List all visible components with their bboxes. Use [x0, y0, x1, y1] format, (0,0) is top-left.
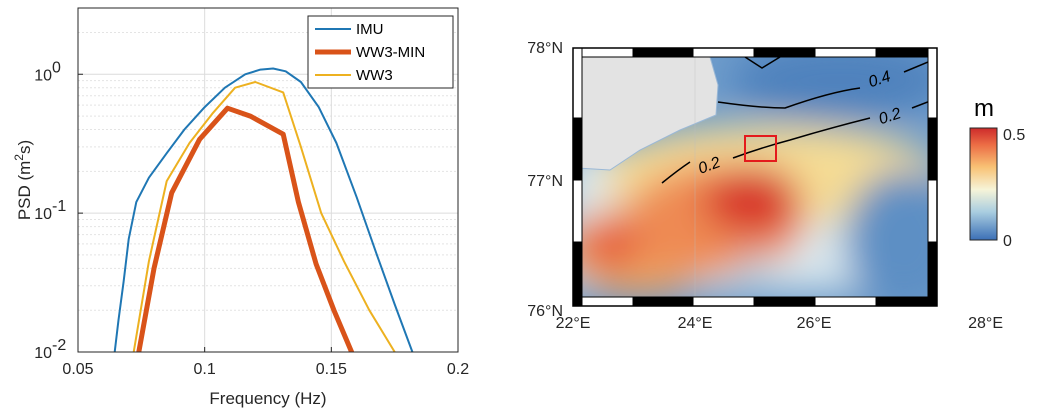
psd-y-axis-label: PSD (m2s) [12, 140, 34, 220]
legend-label-ww3-min: WW3-MIN [356, 44, 425, 61]
psd-series-imu [113, 67, 414, 352]
heat-blob-west-red [580, 223, 640, 267]
map-frame-segment [692, 296, 755, 307]
psd-x-tick-label: 0.15 [316, 361, 347, 378]
map-field [577, 57, 933, 301]
psd-y-axis-label-base: PSD (m [15, 161, 34, 221]
psd-y-tick-label: 10 [34, 67, 52, 84]
psd-x-tick-label: 0.05 [62, 361, 93, 378]
psd-y-axis-label-tail: s) [15, 140, 34, 154]
study-area-box [744, 135, 777, 162]
map-xlabel-26e: 26°E [797, 315, 832, 332]
psd-legend: IMU WW3-MIN WW3 [307, 15, 454, 89]
land-mass [577, 57, 719, 171]
map-frame-segment [927, 241, 938, 307]
map-frame-segment [572, 241, 583, 307]
contour-label-0.2-east: 0.2 [877, 105, 904, 128]
psd-x-tick-label: 0.2 [447, 361, 469, 378]
contour-label-0.2-west: 0.2 [696, 154, 723, 178]
map-frame-segment [572, 179, 583, 243]
psd-x-tick-label: 0.1 [194, 361, 216, 378]
swh-map: 0.4 0.2 0.2 78°N 77°N 76°N 22°E 24°E 26°… [527, 40, 1025, 332]
psd-x-axis-label: Frequency (Hz) [209, 389, 326, 408]
map-frame-segment [572, 117, 583, 181]
map-ylabel-78n: 78°N [527, 40, 563, 57]
map-frame-segment [632, 296, 694, 307]
map-frame-segment [927, 47, 938, 119]
contour-line-0.2-a [732, 117, 871, 159]
contour-label-0.4: 0.4 [866, 68, 893, 91]
contour-line-0.4-top [744, 57, 781, 69]
map-heat-blobs [577, 57, 933, 301]
psd-y-tick-exp: 0 [52, 59, 61, 76]
map-ylabel-76n: 76°N [527, 303, 563, 320]
heat-blob-east-low [845, 170, 933, 301]
heat-blob-north-low [730, 57, 933, 120]
heat-blob-pocket [742, 252, 762, 288]
psd-y-tick-exp: -2 [52, 337, 66, 354]
psd-series-ww3-min [136, 105, 355, 352]
map-frame-segment [927, 117, 938, 181]
psd-y-tick-label: 10 [34, 206, 52, 223]
colorbar: m 0.5 0 [969, 95, 1025, 250]
map-frame-segment [753, 296, 816, 307]
map-xlabel-22e: 22°E [556, 315, 591, 332]
psd-plot-frame [77, 7, 459, 353]
colorbar-min-label: 0 [1003, 233, 1012, 250]
contour-line-0.2-b [661, 161, 691, 184]
map-frame-segment [814, 47, 877, 58]
map-xlabel-24e: 24°E [678, 315, 713, 332]
map-frame-segment [632, 47, 694, 58]
legend-label-ww3: WW3 [356, 67, 393, 84]
psd-y-tick-base: 10 [34, 67, 52, 84]
psd-y-tick-label: 10 [34, 345, 52, 362]
map-frame-segment [927, 179, 938, 243]
map-frame-segment [814, 296, 877, 307]
map-tick-labels: 78°N 77°N 76°N 22°E 24°E 26°E 28°E [527, 40, 1003, 332]
psd-series-group [113, 67, 414, 352]
psd-y-tick-base: 10 [34, 345, 52, 362]
psd-y-axis-label-sup: 2 [12, 154, 26, 161]
map-ylabel-77n: 77°N [527, 173, 563, 190]
psd-y-tick-exp: -1 [52, 198, 66, 215]
map-frame-segment [692, 47, 755, 58]
heat-blob-max [704, 166, 800, 234]
legend-label-imu: IMU [356, 21, 384, 38]
psd-y-tick-base: 10 [34, 206, 52, 223]
map-frame [572, 47, 938, 307]
contour-line-0.4 [717, 87, 861, 109]
colorbar-max-label: 0.5 [1003, 127, 1025, 144]
map-xlabel-28e: 28°E [968, 315, 1003, 332]
colorbar-unit-label: m [974, 95, 994, 122]
psd-x-ticks: 0.05 0.1 0.15 0.2 [62, 347, 469, 378]
map-frame-segment [753, 47, 816, 58]
colorbar-ramp [969, 127, 998, 241]
map-frame-segment [572, 47, 583, 119]
map-frame-border [572, 47, 938, 307]
psd-series-ww3 [132, 81, 396, 352]
